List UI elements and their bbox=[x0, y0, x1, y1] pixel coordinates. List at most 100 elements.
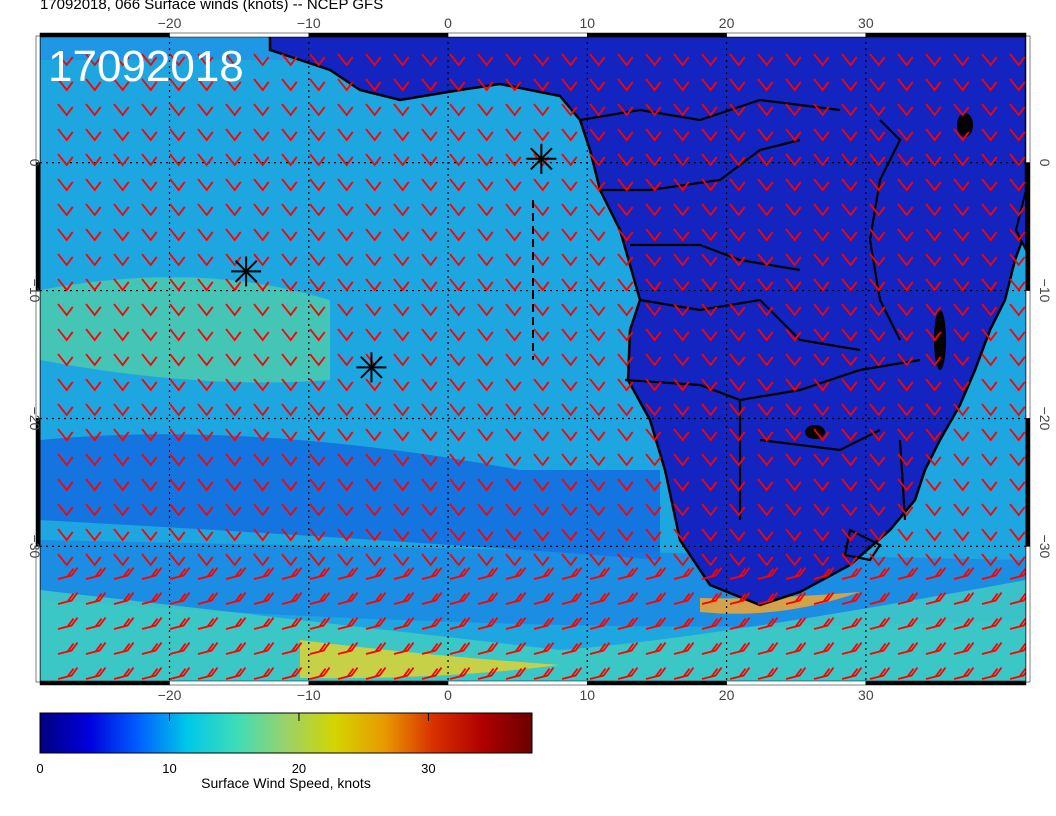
wind-barb bbox=[169, 478, 186, 492]
wind-barb bbox=[757, 591, 779, 605]
wind-barb bbox=[253, 228, 270, 242]
wind-barb bbox=[85, 478, 102, 492]
wind-barb bbox=[533, 641, 555, 655]
wind-barb bbox=[533, 453, 550, 467]
wind-barb bbox=[897, 528, 914, 542]
wind-barb bbox=[841, 641, 863, 655]
wind-barb bbox=[757, 503, 774, 517]
wind-barb bbox=[925, 178, 942, 192]
wind-barb bbox=[85, 128, 102, 142]
wind-barb bbox=[925, 253, 942, 267]
wind-barb bbox=[701, 553, 718, 567]
wind-barb bbox=[57, 553, 74, 567]
wind-barb bbox=[645, 616, 667, 630]
wind-barb bbox=[197, 616, 219, 630]
wind-barb bbox=[533, 591, 555, 605]
wind-barb bbox=[757, 553, 774, 567]
wind-barb bbox=[645, 428, 662, 442]
wind-barb bbox=[897, 566, 919, 580]
wind-barb bbox=[281, 528, 298, 542]
wind-barb bbox=[281, 403, 298, 417]
wind-barb bbox=[785, 566, 807, 580]
wind-barb bbox=[925, 641, 947, 655]
colorbar-tick-label: 0 bbox=[36, 761, 43, 776]
wind-barb bbox=[393, 428, 410, 442]
wind-barb bbox=[561, 641, 583, 655]
wind-barb bbox=[85, 503, 102, 517]
wind-barb bbox=[169, 153, 186, 167]
wind-barb bbox=[253, 478, 270, 492]
wind-barb bbox=[925, 503, 942, 517]
wind-barb bbox=[393, 278, 410, 292]
wind-barb bbox=[477, 253, 494, 267]
wind-barb bbox=[505, 303, 522, 317]
wind-barb bbox=[981, 403, 998, 417]
wind-barb bbox=[141, 103, 158, 117]
wind-barb bbox=[477, 428, 494, 442]
wind-barb bbox=[477, 403, 494, 417]
wind-barb bbox=[169, 528, 186, 542]
wind-barb bbox=[85, 666, 107, 680]
wind-barb bbox=[673, 278, 690, 292]
wind-barb bbox=[533, 53, 550, 67]
wind-barb bbox=[869, 53, 886, 67]
wind-barb bbox=[197, 403, 214, 417]
wind-barb bbox=[57, 203, 74, 217]
wind-barb bbox=[197, 253, 214, 267]
wind-barb bbox=[57, 353, 74, 367]
wind-barb bbox=[701, 78, 718, 92]
wind-barb bbox=[57, 378, 74, 392]
wind-barb bbox=[757, 478, 774, 492]
wind-barb bbox=[281, 78, 298, 92]
wind-barb bbox=[813, 641, 835, 655]
wind-barb bbox=[365, 153, 382, 167]
wind-barb bbox=[953, 591, 975, 605]
wind-barb bbox=[841, 228, 858, 242]
wind-barb bbox=[337, 253, 354, 267]
wind-barb bbox=[981, 478, 998, 492]
wind-barb bbox=[1009, 528, 1026, 542]
wind-barb bbox=[393, 453, 410, 467]
wind-barb bbox=[701, 641, 723, 655]
wind-barb bbox=[225, 78, 242, 92]
wind-barb bbox=[841, 453, 858, 467]
wind-barb bbox=[617, 428, 634, 442]
wind-barb bbox=[561, 103, 578, 117]
wind-barb bbox=[953, 616, 975, 630]
wind-barb bbox=[645, 278, 662, 292]
wind-barb bbox=[393, 666, 415, 680]
wind-barb bbox=[841, 128, 858, 142]
wind-barb bbox=[897, 591, 919, 605]
wind-barb bbox=[57, 566, 79, 580]
lon-axis-bar-bottom bbox=[39, 680, 170, 686]
wind-barb bbox=[141, 278, 158, 292]
wind-barb bbox=[421, 528, 438, 542]
wind-barb bbox=[813, 328, 830, 342]
wind-barb bbox=[925, 528, 942, 542]
wind-barb bbox=[533, 253, 550, 267]
wind-barb bbox=[113, 103, 130, 117]
wind-barb bbox=[197, 478, 214, 492]
wind-barb bbox=[253, 666, 275, 680]
wind-barb bbox=[505, 478, 522, 492]
wind-barb bbox=[841, 353, 858, 367]
wind-barb bbox=[589, 453, 606, 467]
wind-barb bbox=[85, 278, 102, 292]
wind-barb bbox=[57, 503, 74, 517]
wind-barb bbox=[281, 478, 298, 492]
wind-barb bbox=[813, 103, 830, 117]
wind-barb bbox=[953, 378, 970, 392]
wind-barb bbox=[393, 178, 410, 192]
wind-barb bbox=[981, 103, 998, 117]
wind-barb bbox=[57, 403, 74, 417]
wind-barb bbox=[281, 353, 298, 367]
wind-barb bbox=[449, 278, 466, 292]
wind-barb bbox=[645, 128, 662, 142]
wind-barb bbox=[309, 303, 326, 317]
lat-axis-bar-right bbox=[1025, 418, 1031, 547]
wind-barb bbox=[365, 103, 382, 117]
wind-barb bbox=[673, 528, 690, 542]
wind-barb bbox=[645, 453, 662, 467]
wind-barb bbox=[757, 78, 774, 92]
wind-barb bbox=[953, 203, 970, 217]
